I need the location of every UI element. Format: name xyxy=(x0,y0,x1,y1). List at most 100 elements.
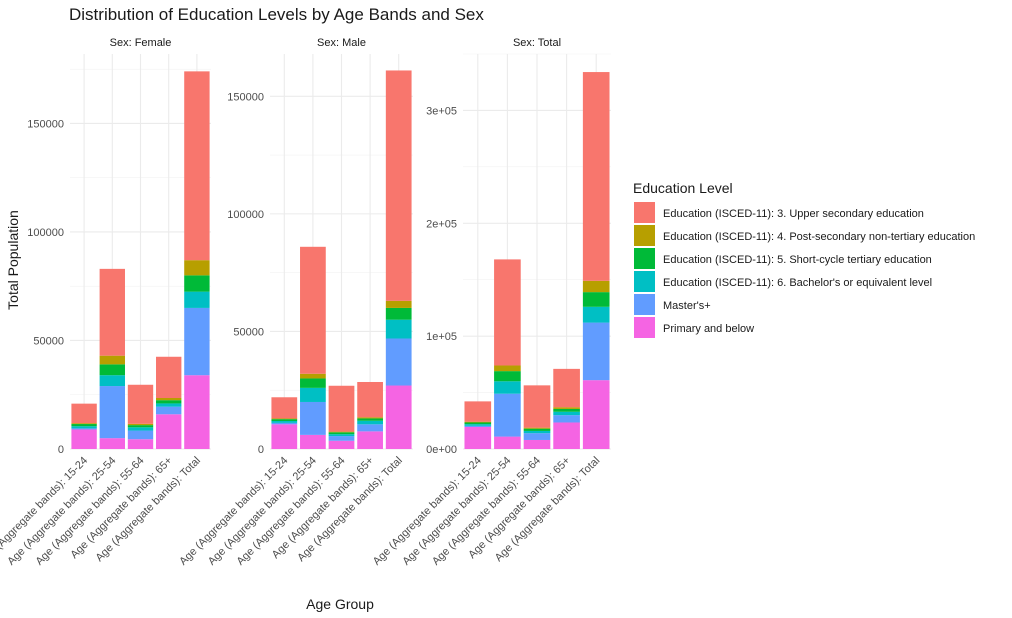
bar-segment xyxy=(582,72,610,281)
x-axis-title: Age Group xyxy=(306,596,374,612)
bar-segment xyxy=(385,70,412,301)
bar-segment xyxy=(523,439,551,449)
y-tick-label: 50000 xyxy=(233,326,264,338)
bar-segment xyxy=(300,434,326,449)
y-tick-label: 3e+05 xyxy=(426,105,457,117)
y-tick-label: 150000 xyxy=(27,118,64,130)
bar-segment xyxy=(300,387,326,402)
bar-segment xyxy=(99,364,125,376)
bar-segment xyxy=(464,422,492,425)
legend-swatch xyxy=(634,294,655,315)
bar-segment xyxy=(156,397,182,401)
bar-segment xyxy=(553,407,580,409)
bar-segment xyxy=(582,292,610,307)
x-tick-label: Age (Aggregate bands): 55-64 xyxy=(430,455,543,568)
bar-segment xyxy=(464,425,492,427)
bar-segment xyxy=(385,338,412,386)
bar-segment xyxy=(156,414,182,449)
bar-segment xyxy=(385,300,412,308)
bar-segment xyxy=(582,380,610,449)
legend-label: Primary and below xyxy=(663,323,754,335)
bar-segment xyxy=(300,401,326,435)
bar-segment xyxy=(71,424,97,427)
legend-label: Education (ISCED-11): 3. Upper secondary… xyxy=(663,208,924,220)
bar-segment xyxy=(464,421,492,423)
y-tick-label: 100000 xyxy=(227,209,264,221)
bar-segment xyxy=(271,421,298,423)
bar-segment xyxy=(71,423,97,425)
bar-segment xyxy=(385,319,412,339)
bar-segment xyxy=(328,436,355,441)
legend-label: Education (ISCED-11): 4. Post-secondary … xyxy=(663,231,975,243)
bar-segment xyxy=(582,280,610,293)
bar-segment xyxy=(523,385,551,428)
y-axis-title: Total Population xyxy=(5,210,21,310)
bar-segment xyxy=(328,431,355,433)
legend-label: Education (ISCED-11): 5. Short-cycle ter… xyxy=(663,254,932,266)
bar-segment xyxy=(184,275,210,292)
bar-segment xyxy=(464,424,492,426)
x-tick-label: Age (Aggregate bands): 55-64 xyxy=(234,455,347,568)
bar-segment xyxy=(127,425,154,428)
bar-segment xyxy=(553,422,580,449)
bar-segment xyxy=(300,378,326,388)
y-tick-label: 150000 xyxy=(227,91,264,103)
bar-segment xyxy=(99,375,125,387)
bar-segment xyxy=(99,355,125,365)
bar-segment xyxy=(271,422,298,425)
bar-segment xyxy=(71,429,97,449)
legend-swatch xyxy=(634,225,655,246)
bar-segment xyxy=(385,307,412,320)
bar-segment xyxy=(553,368,580,408)
bar-segment xyxy=(523,433,551,440)
bar-segment xyxy=(184,260,210,276)
bar-segment xyxy=(271,419,298,422)
legend-label: Master's+ xyxy=(663,300,711,312)
facet-strip-label: Sex: Female xyxy=(110,37,172,49)
bar-segment xyxy=(156,400,182,404)
legend: Education Level Education (ISCED-11): 3.… xyxy=(633,180,975,338)
y-tick-label: 0 xyxy=(58,444,64,456)
bar-segment xyxy=(357,431,383,449)
legend-swatch xyxy=(634,202,655,223)
bar-segment xyxy=(99,438,125,449)
bar-segment xyxy=(156,406,182,415)
bar-segment xyxy=(494,436,521,449)
bar-segment xyxy=(127,430,154,440)
bar-segment xyxy=(300,373,326,379)
bar-segment xyxy=(184,307,210,376)
bar-segment xyxy=(271,418,298,420)
facet-panel: Sex: Male 0 50000 100000 150000 Age (Aggregat… xyxy=(177,37,413,568)
bar-segment xyxy=(71,426,97,429)
bar-segment xyxy=(494,381,521,394)
bar-segment xyxy=(494,393,521,437)
bar-segment xyxy=(300,246,326,374)
bar-segment xyxy=(328,434,355,437)
bar-segment xyxy=(184,375,210,449)
bar-segment xyxy=(127,423,154,426)
bar-segment xyxy=(127,384,154,424)
bar-segment xyxy=(127,439,154,449)
bar-segment xyxy=(582,322,610,381)
bar-segment xyxy=(357,381,383,418)
bar-segment xyxy=(271,424,298,449)
bar-segment xyxy=(553,415,580,423)
bar-segment xyxy=(184,71,210,261)
bar-segment xyxy=(99,386,125,439)
facet-panels: Sex: Female 0 50000 100000 150000 Age (Aggreg… xyxy=(0,37,611,568)
legend-swatch xyxy=(634,271,655,292)
legend-swatch xyxy=(634,248,655,269)
x-tick-label: Age (Aggregate bands): 55-64 xyxy=(33,455,146,568)
bar-segment xyxy=(464,426,492,449)
bar-segment xyxy=(553,411,580,416)
bar-segment xyxy=(385,385,412,449)
bar-segment xyxy=(494,365,521,372)
y-tick-label: 1e+05 xyxy=(426,331,457,343)
legend-label: Education (ISCED-11): 6. Bachelor's or e… xyxy=(663,277,932,289)
bar-segment xyxy=(328,385,355,432)
bar-segment xyxy=(71,428,97,430)
bar-segment xyxy=(464,401,492,422)
bar-segment xyxy=(156,356,182,398)
bar-segment xyxy=(582,306,610,323)
bar-segment xyxy=(357,417,383,419)
